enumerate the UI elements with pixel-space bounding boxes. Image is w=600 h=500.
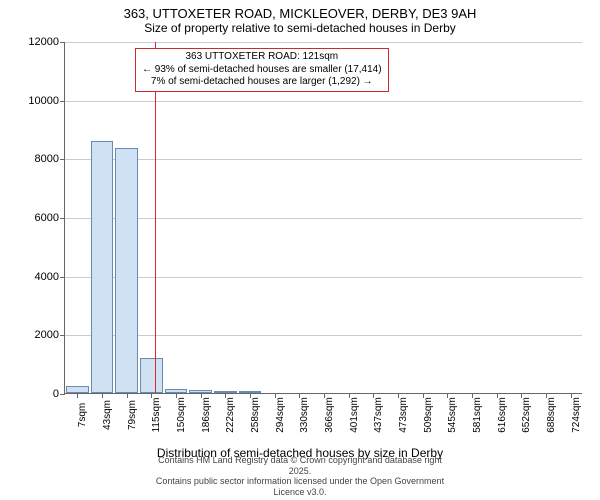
ytick-mark <box>60 335 65 336</box>
xtick-label: 115sqm <box>151 398 162 433</box>
ytick-mark <box>60 394 65 395</box>
xtick-label: 545sqm <box>447 397 458 433</box>
xtick-label: 150sqm <box>176 397 187 433</box>
chart-container: Number of semi-detached properties 02000… <box>0 42 600 464</box>
xtick-label: 366sqm <box>324 397 335 433</box>
xtick-label: 294sqm <box>275 397 286 433</box>
gridline <box>65 277 582 278</box>
ytick-label: 6000 <box>35 212 59 224</box>
annotation-line-0: 363 UTTOXETER ROAD: 121sqm <box>142 51 382 64</box>
ytick-label: 12000 <box>28 36 59 48</box>
xtick-mark <box>127 393 128 398</box>
xtick-label: 652sqm <box>521 397 532 433</box>
footer-line-1: Contains HM Land Registry data © Crown c… <box>150 455 450 477</box>
bar <box>91 141 114 393</box>
xtick-label: 79sqm <box>127 400 138 430</box>
xtick-label: 43sqm <box>102 400 113 430</box>
xtick-label: 401sqm <box>349 397 360 433</box>
gridline <box>65 159 582 160</box>
ytick-mark <box>60 218 65 219</box>
footer-credits: Contains HM Land Registry data © Crown c… <box>150 455 450 498</box>
bar <box>115 148 138 393</box>
plot-area: 0200040006000800010000120007sqm43sqm79sq… <box>64 42 582 394</box>
gridline <box>65 101 582 102</box>
ytick-mark <box>60 277 65 278</box>
xtick-label: 688sqm <box>546 397 557 433</box>
xtick-label: 581sqm <box>472 397 483 433</box>
bar <box>140 358 163 393</box>
ytick-mark <box>60 42 65 43</box>
xtick-label: 186sqm <box>201 397 212 433</box>
xtick-label: 330sqm <box>299 397 310 433</box>
ytick-label: 10000 <box>28 95 59 107</box>
ytick-label: 4000 <box>35 271 59 283</box>
xtick-mark <box>102 393 103 398</box>
xtick-label: 222sqm <box>225 397 236 433</box>
gridline <box>65 218 582 219</box>
xtick-label: 509sqm <box>423 397 434 433</box>
annotation-line-1: ← 93% of semi-detached houses are smalle… <box>142 64 382 77</box>
ytick-mark <box>60 159 65 160</box>
gridline <box>65 335 582 336</box>
page-title-line2: Size of property relative to semi-detach… <box>0 21 600 35</box>
xtick-mark <box>77 393 78 398</box>
annotation-line-2: 7% of semi-detached houses are larger (1… <box>142 76 382 89</box>
bar <box>66 386 89 393</box>
xtick-label: 616sqm <box>497 397 508 433</box>
ytick-label: 0 <box>53 388 59 400</box>
ytick-label: 2000 <box>35 329 59 341</box>
xtick-label: 437sqm <box>373 397 384 433</box>
annotation-box: 363 UTTOXETER ROAD: 121sqm ← 93% of semi… <box>135 48 389 92</box>
xtick-label: 724sqm <box>571 397 582 433</box>
ytick-label: 8000 <box>35 153 59 165</box>
gridline <box>65 42 582 43</box>
xtick-label: 7sqm <box>77 403 88 427</box>
marker-line <box>155 42 156 393</box>
page-title-line1: 363, UTTOXETER ROAD, MICKLEOVER, DERBY, … <box>0 6 600 21</box>
footer-line-2: Contains public sector information licen… <box>150 476 450 498</box>
xtick-label: 258sqm <box>250 397 261 433</box>
ytick-mark <box>60 101 65 102</box>
xtick-label: 473sqm <box>398 397 409 433</box>
